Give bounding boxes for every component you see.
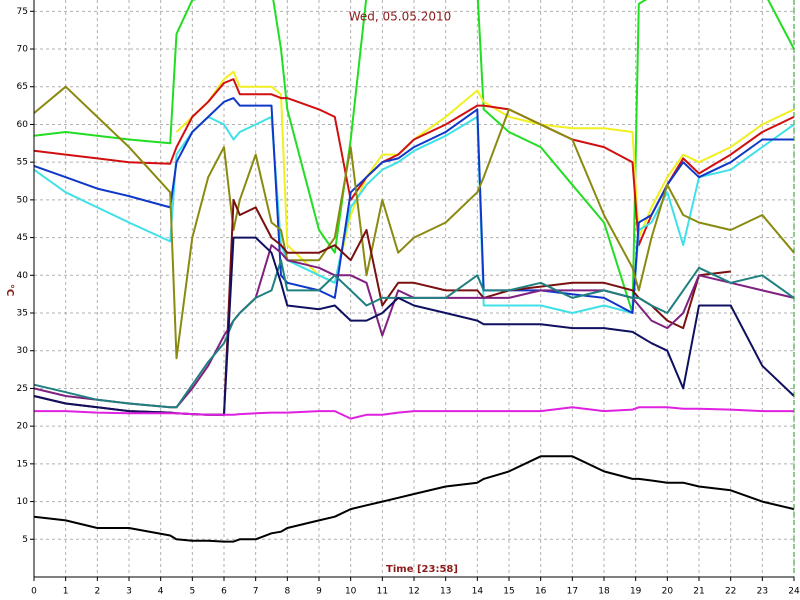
x-tick-label: 16: [535, 587, 547, 597]
chart-title: Wed, 05.05.2010: [349, 10, 452, 24]
x-tick-label: 12: [408, 587, 419, 597]
plot-area: [33, 0, 795, 543]
x-axis-label: Time [23:58]: [386, 564, 458, 575]
series-line: [33, 85, 795, 360]
x-tick-label: 1: [63, 587, 69, 597]
grid: [33, 0, 795, 577]
x-tick-label: 22: [725, 587, 736, 597]
x-tick-label: 23: [757, 587, 768, 597]
x-tick-label: 4: [158, 587, 164, 597]
x-tick-label: 11: [377, 587, 388, 597]
y-tick-label: 45: [17, 233, 28, 243]
y-tick-label: 50: [17, 195, 29, 205]
y-tick-label: 70: [17, 45, 29, 55]
x-tick-label: 0: [31, 587, 37, 597]
y-tick-label: 5: [22, 535, 28, 545]
x-tick-label: 19: [630, 587, 642, 597]
x-tick-label: 9: [316, 587, 322, 597]
x-tick-label: 15: [503, 587, 514, 597]
y-tick-label: 35: [17, 309, 28, 319]
x-tick-label: 24: [788, 587, 800, 597]
x-tick-label: 14: [472, 587, 484, 597]
y-tick-label: 55: [17, 158, 28, 168]
x-tick-label: 20: [662, 587, 674, 597]
y-tick-label: 15: [17, 459, 28, 469]
x-tick-label: 13: [440, 587, 451, 597]
series-line: [33, 97, 794, 314]
x-tick-label: 3: [126, 587, 132, 597]
x-tick-label: 2: [94, 587, 100, 597]
x-tick-label: 5: [189, 587, 195, 597]
x-tick-label: 6: [221, 587, 227, 597]
series-line: [33, 455, 795, 543]
x-tick-label: 21: [693, 587, 704, 597]
y-tick-label: 20: [17, 422, 29, 432]
series-line: [34, 406, 794, 420]
y-tick-label: 60: [17, 120, 29, 130]
x-tick-label: 7: [253, 587, 259, 597]
y-tick-label: 30: [17, 346, 29, 356]
y-tick-label: 75: [17, 7, 28, 17]
y-tick-label: 65: [17, 82, 28, 92]
series-line: [33, 259, 795, 409]
y-tick-label: 10: [17, 497, 29, 507]
x-tick-label: 17: [567, 587, 578, 597]
x-tick-label: 18: [598, 587, 610, 597]
x-tick-label: 10: [345, 587, 357, 597]
x-tick-label: 8: [284, 587, 290, 597]
y-axis-label: °C: [4, 284, 15, 296]
y-tick-label: 40: [17, 271, 29, 281]
series-line: [33, 244, 795, 409]
y-tick-label: 25: [17, 384, 28, 394]
